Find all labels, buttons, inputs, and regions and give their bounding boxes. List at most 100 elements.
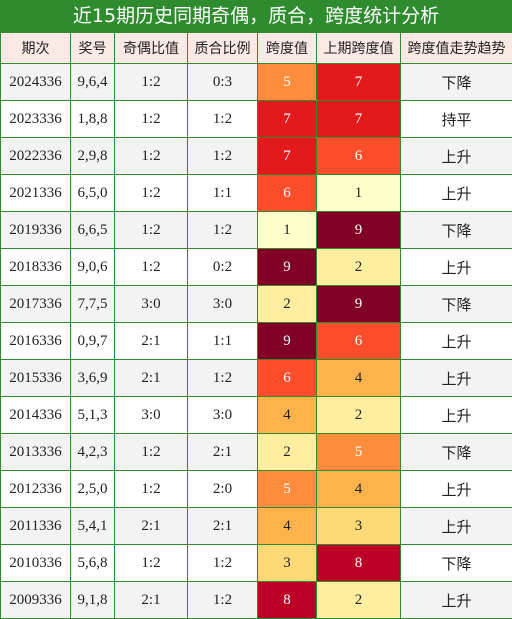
table-row: 2014336 5,1,3 3:0 3:0 4 2 上升 — [0, 396, 512, 434]
cell-trend: 下降 — [400, 63, 512, 101]
cell-odd-even: 3:0 — [114, 285, 188, 323]
cell-prime-composite: 1:2 — [187, 359, 258, 397]
cell-trend: 下降 — [400, 211, 512, 249]
cell-span: 6 — [257, 359, 317, 397]
cell-issue: 2023336 — [0, 100, 71, 138]
cell-prev-span: 4 — [316, 359, 401, 397]
cell-trend: 下降 — [400, 433, 512, 471]
cell-trend: 上升 — [400, 507, 512, 545]
table-row: 2022336 2,9,8 1:2 1:2 7 6 上升 — [0, 137, 512, 175]
cell-prev-span: 5 — [316, 433, 401, 471]
header-row: 期次 奖号 奇偶比值 质合比例 跨度值 上期跨度值 跨度值走势趋势 — [0, 32, 512, 64]
cell-prime-composite: 0:3 — [187, 63, 258, 101]
table-row: 2023336 1,8,8 1:2 1:2 7 7 持平 — [0, 100, 512, 138]
cell-span: 4 — [257, 396, 317, 434]
cell-odd-even: 2:1 — [114, 359, 188, 397]
cell-prev-span: 9 — [316, 211, 401, 249]
cell-prev-span: 6 — [316, 137, 401, 175]
cell-odd-even: 2:1 — [114, 581, 188, 619]
cell-issue: 2009336 — [0, 581, 71, 619]
cell-prev-span: 7 — [316, 63, 401, 101]
cell-issue: 2010336 — [0, 544, 71, 582]
cell-issue: 2014336 — [0, 396, 71, 434]
cell-issue: 2022336 — [0, 137, 71, 175]
cell-odd-even: 1:2 — [114, 433, 188, 471]
table-row: 2018336 9,0,6 1:2 0:2 9 2 上升 — [0, 248, 512, 286]
cell-trend: 上升 — [400, 396, 512, 434]
cell-issue: 2011336 — [0, 507, 71, 545]
header-issue: 期次 — [0, 32, 71, 64]
cell-prime-composite: 1:2 — [187, 137, 258, 175]
cell-issue: 2018336 — [0, 248, 71, 286]
table-row: 2010336 5,6,8 1:2 1:2 3 8 下降 — [0, 544, 512, 582]
table-row: 2024336 9,6,4 1:2 0:3 5 7 下降 — [0, 63, 512, 101]
cell-issue: 2021336 — [0, 174, 71, 212]
header-prime-composite: 质合比例 — [187, 32, 258, 64]
cell-prime-composite: 1:2 — [187, 581, 258, 619]
cell-issue: 2016336 — [0, 322, 71, 360]
cell-issue: 2019336 — [0, 211, 71, 249]
cell-numbers: 9,6,4 — [70, 63, 115, 101]
cell-prime-composite: 0:2 — [187, 248, 258, 286]
cell-prev-span: 2 — [316, 248, 401, 286]
cell-issue: 2017336 — [0, 285, 71, 323]
cell-prev-span: 6 — [316, 322, 401, 360]
cell-span: 2 — [257, 285, 317, 323]
cell-prime-composite: 2:0 — [187, 470, 258, 508]
cell-numbers: 9,0,6 — [70, 248, 115, 286]
cell-prime-composite: 2:1 — [187, 507, 258, 545]
cell-span: 6 — [257, 174, 317, 212]
cell-numbers: 3,6,9 — [70, 359, 115, 397]
cell-numbers: 1,8,8 — [70, 100, 115, 138]
cell-prime-composite: 1:2 — [187, 544, 258, 582]
stats-table: 期次 奖号 奇偶比值 质合比例 跨度值 上期跨度值 跨度值走势趋势 202433… — [0, 32, 512, 619]
table-row: 2017336 7,7,5 3:0 3:0 2 9 下降 — [0, 285, 512, 323]
header-trend: 跨度值走势趋势 — [400, 32, 512, 64]
table-row: 2013336 4,2,3 1:2 2:1 2 5 下降 — [0, 433, 512, 471]
cell-prev-span: 4 — [316, 470, 401, 508]
cell-prev-span: 1 — [316, 174, 401, 212]
cell-odd-even: 1:2 — [114, 211, 188, 249]
cell-numbers: 5,1,3 — [70, 396, 115, 434]
cell-prime-composite: 1:2 — [187, 100, 258, 138]
cell-numbers: 0,9,7 — [70, 322, 115, 360]
cell-prime-composite: 1:2 — [187, 211, 258, 249]
cell-span: 5 — [257, 470, 317, 508]
cell-prime-composite: 3:0 — [187, 285, 258, 323]
cell-odd-even: 1:2 — [114, 248, 188, 286]
table-row: 2015336 3,6,9 2:1 1:2 6 4 上升 — [0, 359, 512, 397]
cell-issue: 2012336 — [0, 470, 71, 508]
cell-span: 7 — [257, 137, 317, 175]
cell-trend: 上升 — [400, 470, 512, 508]
cell-prime-composite: 3:0 — [187, 396, 258, 434]
table-row: 2016336 0,9,7 2:1 1:1 9 6 上升 — [0, 322, 512, 360]
header-prev-span: 上期跨度值 — [316, 32, 401, 64]
table-title: 近15期历史同期奇偶，质合，跨度统计分析 — [0, 0, 512, 32]
cell-trend: 持平 — [400, 100, 512, 138]
cell-span: 9 — [257, 248, 317, 286]
cell-prev-span: 2 — [316, 396, 401, 434]
cell-odd-even: 1:2 — [114, 100, 188, 138]
table-row: 2009336 9,1,8 2:1 1:2 8 2 上升 — [0, 581, 512, 619]
header-numbers: 奖号 — [70, 32, 115, 64]
header-odd-even: 奇偶比值 — [114, 32, 188, 64]
cell-odd-even: 1:2 — [114, 544, 188, 582]
cell-prev-span: 3 — [316, 507, 401, 545]
cell-trend: 上升 — [400, 359, 512, 397]
cell-issue: 2013336 — [0, 433, 71, 471]
cell-numbers: 9,1,8 — [70, 581, 115, 619]
cell-trend: 上升 — [400, 322, 512, 360]
cell-odd-even: 1:2 — [114, 470, 188, 508]
cell-numbers: 6,6,5 — [70, 211, 115, 249]
cell-trend: 上升 — [400, 137, 512, 175]
cell-numbers: 4,2,3 — [70, 433, 115, 471]
cell-prime-composite: 2:1 — [187, 433, 258, 471]
cell-issue: 2024336 — [0, 63, 71, 101]
table-row: 2021336 6,5,0 1:2 1:1 6 1 上升 — [0, 174, 512, 212]
cell-trend: 上升 — [400, 248, 512, 286]
cell-prev-span: 8 — [316, 544, 401, 582]
cell-numbers: 7,7,5 — [70, 285, 115, 323]
cell-odd-even: 2:1 — [114, 507, 188, 545]
cell-prime-composite: 1:1 — [187, 322, 258, 360]
cell-numbers: 2,5,0 — [70, 470, 115, 508]
